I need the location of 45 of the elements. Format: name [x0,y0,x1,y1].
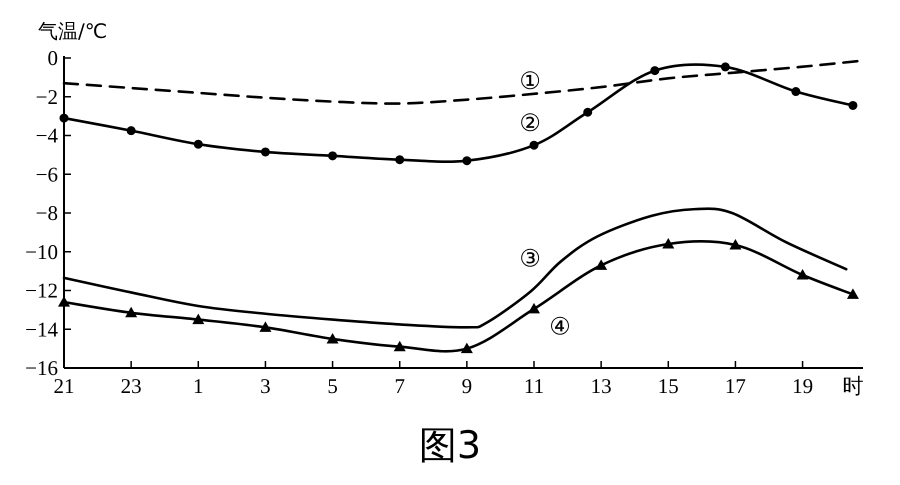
series-label: ③ [519,244,541,272]
point [394,340,406,352]
point [796,269,809,280]
point [530,140,538,150]
x-tick-label: 9 [462,374,472,398]
point [460,342,473,354]
x-tick-label: 15 [658,374,679,398]
x-tick-label: 19 [792,374,814,398]
y-tick-label: −6 [36,162,58,186]
x-tick-label: 11 [524,374,544,398]
point [192,314,204,324]
point [260,147,270,156]
y-tick-label: −8 [36,201,58,225]
x-tick-label: 13 [590,374,612,398]
x-axis-title: 时 [842,374,864,398]
series-label: ① [519,67,541,96]
y-tick-label: −14 [25,317,58,342]
series-label: ② [519,109,541,138]
point [259,321,272,332]
point [729,238,742,250]
x-tick-label: 23 [120,374,142,398]
y-tick-label: −10 [25,240,58,264]
x-tick-label: 1 [193,374,204,398]
series-label: ④ [549,312,571,340]
y-tick-label: −2 [36,84,58,109]
x-tick-label: 3 [260,374,271,398]
point [662,238,674,248]
point [126,126,136,136]
y-tick-label: −4 [36,124,58,148]
x-tick-label: 17 [724,374,746,398]
x-tick-label: 7 [394,374,405,398]
text: 图3 [418,423,482,467]
point [528,302,540,314]
y-axis-title: 气温/℃ [38,19,108,43]
point [60,114,68,123]
y-tick-label: 0 [48,46,58,70]
y-tick-label: −12 [25,278,58,302]
point [595,259,608,270]
point [395,155,404,164]
point [125,306,138,318]
point [328,151,338,160]
point [326,332,339,344]
point [194,140,203,149]
point [462,156,472,166]
x-tick-label: 5 [327,374,338,398]
